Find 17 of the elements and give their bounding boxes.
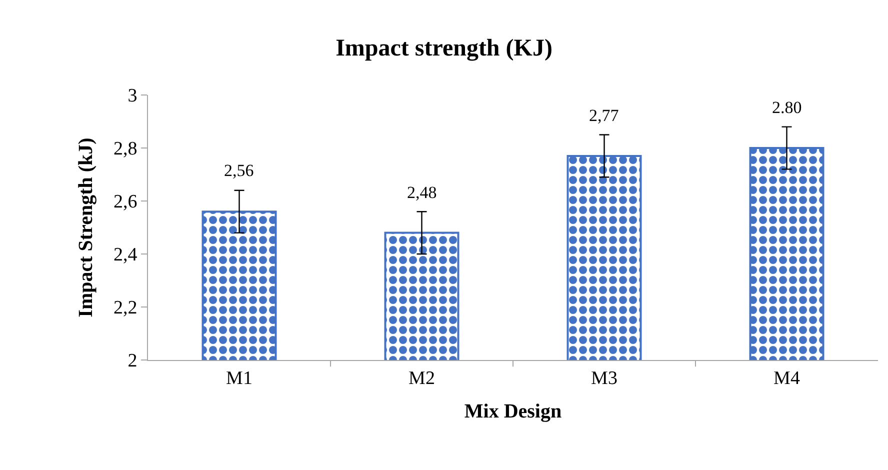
- y-tick-label: 2: [128, 350, 138, 372]
- y-tick-label: 3: [128, 86, 138, 107]
- data-label: 2,48: [407, 183, 437, 202]
- y-tick-label: 2,4: [113, 244, 138, 266]
- x-tick-label: M1: [226, 368, 252, 389]
- y-tick-label: 2,8: [113, 138, 138, 160]
- y-tick-label: 2,2: [113, 298, 138, 319]
- data-label: 2,56: [224, 161, 254, 180]
- chart-title: Impact strength (KJ): [336, 35, 552, 62]
- data-label: 2,77: [589, 106, 620, 125]
- x-tick-label: M3: [591, 368, 618, 389]
- data-label: 2.80: [772, 98, 802, 117]
- y-tick-label: 2,6: [113, 192, 138, 213]
- x-axis-title: Mix Design: [464, 400, 562, 422]
- x-tick-label: M2: [408, 368, 435, 389]
- y-axis-title: Impact Strength (kJ): [74, 138, 97, 318]
- x-tick-label: M4: [774, 368, 800, 389]
